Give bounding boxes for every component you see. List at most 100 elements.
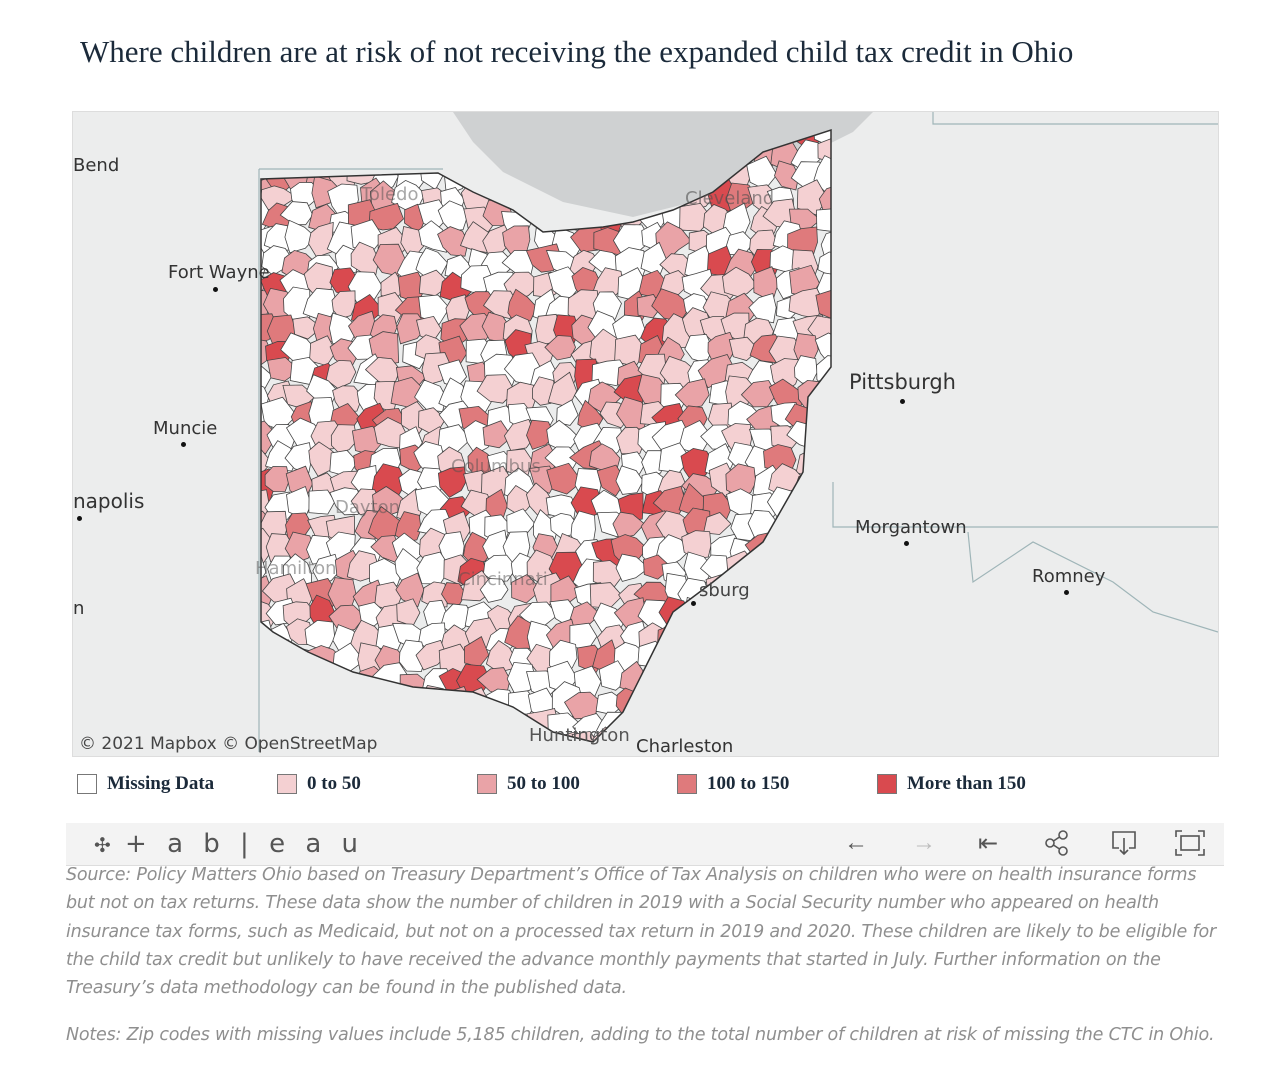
zip-code-region[interactable] xyxy=(817,251,851,276)
zip-code-region[interactable] xyxy=(485,639,515,673)
zip-code-region[interactable] xyxy=(346,138,380,163)
zip-code-region[interactable] xyxy=(437,200,468,232)
zip-code-region[interactable] xyxy=(817,424,849,457)
zip-code-region[interactable] xyxy=(814,558,840,591)
zip-code-region[interactable] xyxy=(394,707,429,739)
zip-code-region[interactable] xyxy=(810,507,840,542)
zip-code-region[interactable] xyxy=(508,713,532,740)
zip-code-region[interactable] xyxy=(397,136,429,164)
zip-code-region[interactable] xyxy=(767,580,803,615)
zip-code-region[interactable] xyxy=(546,462,583,495)
zip-code-region[interactable] xyxy=(747,670,775,699)
zip-code-region[interactable] xyxy=(746,645,776,677)
zip-code-region[interactable] xyxy=(312,553,341,583)
zip-code-region[interactable] xyxy=(774,160,800,191)
zip-code-region[interactable] xyxy=(546,419,580,451)
zip-code-region[interactable] xyxy=(463,636,490,668)
zip-code-region[interactable] xyxy=(263,683,295,718)
zip-code-region[interactable] xyxy=(614,334,647,367)
legend-item-100-150[interactable]: 100 to 150 xyxy=(677,773,877,795)
zip-code-region[interactable] xyxy=(797,379,827,411)
zip-code-region[interactable] xyxy=(729,639,754,671)
zip-code-region[interactable] xyxy=(262,664,297,696)
zip-code-region[interactable] xyxy=(793,604,831,635)
zip-code-region[interactable] xyxy=(376,707,405,741)
redo-button[interactable]: → xyxy=(912,829,936,856)
zip-code-region[interactable] xyxy=(682,644,714,676)
zip-code-region[interactable] xyxy=(544,335,577,361)
zip-code-region[interactable] xyxy=(331,681,364,714)
zip-code-region[interactable] xyxy=(266,144,298,170)
zip-code-region[interactable] xyxy=(526,419,556,450)
zip-code-region[interactable] xyxy=(813,466,839,500)
map-attribution[interactable]: © 2021 Mapbox © OpenStreetMap xyxy=(79,734,378,754)
zip-code-region[interactable] xyxy=(325,359,357,389)
zip-code-region[interactable] xyxy=(589,582,623,609)
zip-code-region[interactable] xyxy=(701,638,732,674)
zip-code-region[interactable] xyxy=(660,670,687,699)
zip-code-region[interactable] xyxy=(279,201,314,226)
zip-code-region[interactable] xyxy=(596,464,627,497)
zip-code-region[interactable] xyxy=(809,716,841,742)
zip-code-region[interactable] xyxy=(482,420,513,449)
zip-code-region[interactable] xyxy=(750,622,780,654)
zip-code-region[interactable] xyxy=(725,623,755,657)
zip-code-region[interactable] xyxy=(816,380,842,414)
map-canvas[interactable] xyxy=(73,112,1218,756)
zip-code-region[interactable] xyxy=(772,554,802,588)
zip-code-region[interactable] xyxy=(655,639,694,675)
zip-code-region[interactable] xyxy=(240,140,275,170)
legend-item-missing[interactable]: Missing Data xyxy=(77,773,277,795)
zip-code-region[interactable] xyxy=(810,622,846,661)
zip-code-region[interactable] xyxy=(796,492,824,519)
zip-code-region[interactable] xyxy=(772,732,809,756)
zip-code-region[interactable] xyxy=(437,226,469,257)
zip-code-region[interactable] xyxy=(810,733,849,756)
zip-code-region[interactable] xyxy=(808,692,842,718)
zip-code-region[interactable] xyxy=(807,315,841,342)
zip-code-region[interactable] xyxy=(310,116,338,147)
zip-code-region[interactable] xyxy=(751,599,776,632)
zip-code-region[interactable] xyxy=(375,118,404,150)
zip-code-region[interactable] xyxy=(264,466,290,493)
zip-code-region[interactable] xyxy=(329,487,364,516)
zip-code-region[interactable] xyxy=(791,689,818,719)
zip-code-region[interactable] xyxy=(415,639,447,671)
zip-code-region[interactable] xyxy=(658,442,691,474)
zip-code-region[interactable] xyxy=(658,270,692,295)
zip-code-region[interactable] xyxy=(817,137,841,164)
zip-code-region[interactable] xyxy=(820,228,849,259)
zip-code-region[interactable] xyxy=(771,715,798,740)
zip-code-region[interactable] xyxy=(748,292,777,324)
zip-code-region[interactable] xyxy=(674,378,710,409)
zip-code-region[interactable] xyxy=(819,662,850,700)
zip-code-region[interactable] xyxy=(793,577,825,606)
zip-code-region[interactable] xyxy=(442,732,471,756)
zip-code-region[interactable] xyxy=(681,530,712,560)
zip-code-region[interactable] xyxy=(243,685,273,717)
zip-code-region[interactable] xyxy=(612,511,646,539)
zip-code-region[interactable] xyxy=(723,709,753,738)
zip-code-region[interactable] xyxy=(460,706,499,746)
zip-code-region[interactable] xyxy=(420,729,447,756)
zip-code-region[interactable] xyxy=(248,338,272,371)
zip-code-region[interactable] xyxy=(484,734,517,756)
zip-code-region[interactable] xyxy=(264,440,298,472)
zip-code-region[interactable] xyxy=(284,442,313,473)
zip-code-region[interactable] xyxy=(277,691,310,722)
zip-code-region[interactable] xyxy=(659,705,693,739)
zip-code-region[interactable] xyxy=(326,671,361,704)
zip-code-region[interactable] xyxy=(792,734,824,756)
zip-code-region[interactable] xyxy=(239,662,271,697)
zip-code-region[interactable] xyxy=(331,135,359,167)
zip-code-region[interactable] xyxy=(308,140,343,170)
zip-code-region[interactable] xyxy=(418,220,449,253)
zip-code-region[interactable] xyxy=(657,624,688,657)
zip-code-region[interactable] xyxy=(817,529,845,561)
zip-code-region[interactable] xyxy=(534,205,564,233)
zip-code-region[interactable] xyxy=(390,112,427,149)
zip-code-region[interactable] xyxy=(682,684,720,714)
zip-code-region[interactable] xyxy=(815,446,842,472)
zip-code-region[interactable] xyxy=(379,687,405,719)
zip-code-region[interactable] xyxy=(728,734,762,757)
